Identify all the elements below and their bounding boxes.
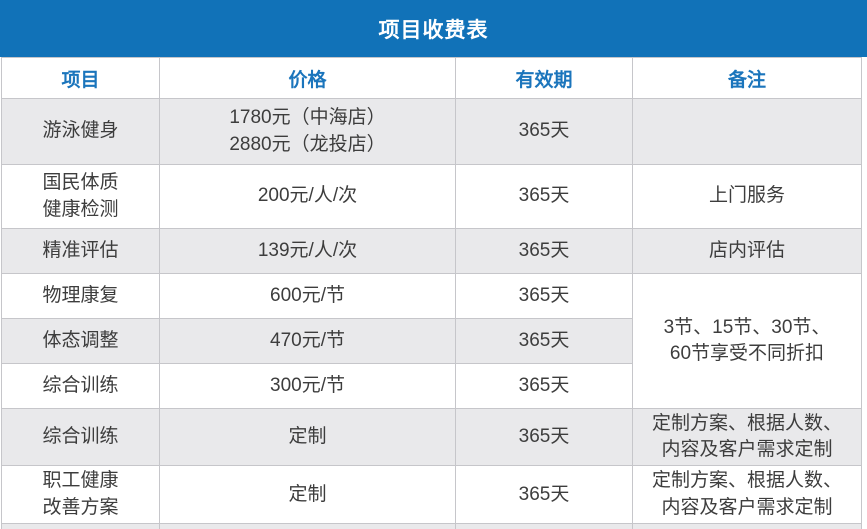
cell-price: 1780元（中海店） 2880元（龙投店） [159,98,456,165]
cell-validity: 365天 [455,273,633,319]
cell-note: 定制方案、根据人数、 内容及客户需求定制 [632,407,862,467]
cell-price: 470元/节 [159,318,456,364]
table-row: 体态调整 470元/节 365天 [1,318,862,364]
table-row: 精准评估 139元/人/次 365天 店内评估 [1,228,862,274]
cell-validity: 365天 [455,465,633,524]
column-header-validity: 有效期 [455,57,633,99]
column-header-price: 价格 [159,57,456,99]
table-row: 物理康复 600元/节 365天 3节、15节、30节、 60节享受不同折扣 [1,273,862,409]
table-row-partial [1,522,862,529]
cell-note-merged: 3节、15节、30节、 60节享受不同折扣 [632,273,862,409]
cell-validity: 365天 [455,318,633,364]
cell-price: 定制 [159,465,456,524]
table-title: 项目收费表 [378,18,489,42]
cell-item: 国民体质 健康检测 [1,164,160,229]
fee-table: 项目 价格 有效期 备注 游泳健身 1780元（中海店） 2880元（龙投店） … [1,57,862,529]
cell-item: 体态调整 [1,318,160,364]
cell-validity: 365天 [455,228,633,274]
cell-note [632,98,862,165]
cell-validity: 365天 [455,407,633,467]
cell-validity: 365天 [455,363,633,409]
table-row: 游泳健身 1780元（中海店） 2880元（龙投店） 365天 [1,98,862,165]
cell-item: 职工健康 改善方案 [1,465,160,524]
cell-item: 物理康复 [1,273,160,319]
header-row: 项目 价格 有效期 备注 [1,57,862,99]
table-row: 职工健康 改善方案 定制 365天 定制方案、根据人数、 内容及客户需求定制 [1,465,862,524]
cell-item: 综合训练 [1,363,160,409]
cell-validity: 365天 [455,164,633,229]
cell-price: 600元/节 [159,273,456,319]
fee-table-container: 项目 价格 有效期 备注 游泳健身 1780元（中海店） 2880元（龙投店） … [1,57,862,529]
cell-item: 综合训练 [1,407,160,467]
cell-note: 上门服务 [632,164,862,229]
table-row: 综合训练 定制 365天 定制方案、根据人数、 内容及客户需求定制 [1,407,862,467]
column-header-item: 项目 [1,57,160,99]
table-header: 项目 价格 有效期 备注 [1,57,862,99]
table-title-bar: 项目收费表 [0,0,867,57]
cell-item: 游泳健身 [1,98,160,165]
cell-price: 定制 [159,407,456,467]
cell-note: 定制方案、根据人数、 内容及客户需求定制 [632,465,862,524]
cell-note: 店内评估 [632,228,862,274]
cell-item: 精准评估 [1,228,160,274]
table-row: 国民体质 健康检测 200元/人/次 365天 上门服务 [1,164,862,229]
table-row: 综合训练 300元/节 365天 [1,363,862,409]
cell-price: 200元/人/次 [159,164,456,229]
cell-price: 139元/人/次 [159,228,456,274]
column-header-note: 备注 [632,57,862,99]
cell-validity: 365天 [455,98,633,165]
cell-price: 300元/节 [159,363,456,409]
